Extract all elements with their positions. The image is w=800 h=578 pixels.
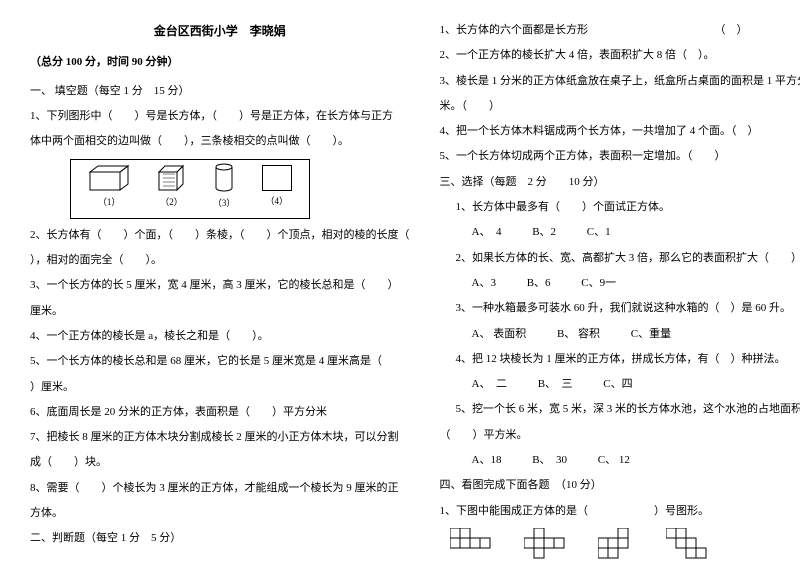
choice-1: 1、长方体中最多有（ ）个面试正方体。 [440, 195, 800, 220]
c3-c: C、重量 [631, 322, 671, 347]
choice-1-options: A、 4 B、2 C、1 [440, 220, 800, 245]
doc-subtitle: （总分 100 分，时间 90 分钟） [30, 50, 410, 75]
c2-c: C、9一 [581, 271, 616, 296]
c4-c: C、四 [603, 372, 632, 397]
q6-line: 6、底面周长是 20 分米的正方体，表面积是（ ）平方分米 [30, 400, 410, 425]
judge-1: 1、长方体的六个面都是长方形 （ ） [440, 18, 800, 43]
right-column: 1、长方体的六个面都是长方形 （ ） 2、一个正方体的棱长扩大 4 倍，表面积扩… [440, 18, 800, 560]
q3-line-b: 厘米。 [30, 299, 410, 324]
q8-line-b: 方体。 [30, 501, 410, 526]
section-4-heading: 四、看图完成下面各题 （10 分） [440, 473, 800, 498]
c4-b: B、 三 [538, 372, 573, 397]
q5-line-b: ）厘米。 [30, 375, 410, 400]
q3-line-a: 3、一个长方体的长 5 厘米，宽 4 厘米，高 3 厘米，它的棱长总和是（ ） [30, 273, 410, 298]
rect-icon [262, 165, 292, 191]
fig-label-4: （4） [266, 191, 289, 212]
q1-line-a: 1、下列图形中（ ）号是长方体，（ ）号是正方体，在长方体与正方 [30, 104, 410, 129]
judge-5: 5、一个长方体切成两个正方体，表面积一定增加。（ ） [440, 144, 800, 169]
shape-cuboid: （1） [88, 164, 130, 213]
choice-5b: （ ）平方米。 [440, 423, 800, 448]
fig-label-2: （2） [160, 192, 183, 213]
c2-a: A、3 [472, 271, 496, 296]
judge-3a: 3、棱长是 1 分米的正方体纸盒放在桌子上，纸盒所占桌面的面积是 1 平方分 [440, 69, 800, 94]
choice-2-options: A、3 B、6 C、9一 [440, 271, 800, 296]
q2-line-a: 2、长方体有（ ）个面，（ ）条棱，（ ）个顶点，相对的棱的长度（ [30, 223, 410, 248]
q4-line: 4、一个正方体的棱长是 a，棱长之和是（ ）。 [30, 324, 410, 349]
section-3-heading: 三、选择（每题 2 分 10 分） [440, 170, 800, 195]
doc-title: 金台区西街小学 李晓娟 [30, 18, 410, 46]
choice-5-options: A、18 B、 30 C、 12 [440, 448, 800, 473]
judge-3b: 米。（ ） [440, 94, 800, 119]
shape-cube: （2） [157, 164, 187, 213]
q1-line-b: 体中两个面相交的边叫做（ ），三条棱相交的点叫做（ ）。 [30, 129, 410, 154]
choice-3-options: A、 表面积 B、 容积 C、重量 [440, 322, 800, 347]
c1-a: A、 4 [472, 220, 502, 245]
net-1 [450, 528, 500, 560]
fig-label-3: （3） [213, 193, 236, 214]
q7-line-a: 7、把棱长 8 厘米的正方体木块分割成棱长 2 厘米的小正方体木块，可以分割 [30, 425, 410, 450]
cube-icon [157, 164, 187, 192]
shape-cylinder: （3） [213, 163, 236, 214]
c4-a: A、 二 [472, 372, 507, 397]
cylinder-icon [214, 163, 234, 193]
net-3 [598, 528, 642, 560]
q5-line-a: 5、一个长方体的棱长总和是 68 厘米，它的长是 5 厘米宽是 4 厘米高是（ [30, 349, 410, 374]
q2-line-b: ），相对的面完全（ ）。 [30, 248, 410, 273]
net-4 [666, 528, 710, 560]
choice-4-options: A、 二 B、 三 C、四 [440, 372, 800, 397]
c1-c: C、1 [587, 220, 611, 245]
shapes-figure: （1） （2） [70, 159, 310, 219]
c3-b: B、 容积 [557, 322, 600, 347]
section-1-heading: 一、 填空题（每空 1 分 15 分） [30, 79, 410, 104]
q8-line-a: 8、需要（ ）个棱长为 3 厘米的正方体，才能组成一个棱长为 9 厘米的正 [30, 476, 410, 501]
fig-label-1: （1） [98, 192, 121, 213]
choice-2: 2、如果长方体的长、宽、高都扩大 3 倍，那么它的表面积扩大（ ）倍。 [440, 246, 800, 271]
judge-2: 2、一个正方体的棱长扩大 4 倍，表面积扩大 8 倍（ ）。 [440, 43, 800, 68]
left-column: 金台区西街小学 李晓娟 （总分 100 分，时间 90 分钟） 一、 填空题（每… [30, 18, 410, 560]
c5-c: C、 12 [598, 448, 630, 473]
shape-rect: （4） [262, 165, 292, 212]
choice-4: 4、把 12 块棱长为 1 厘米的正方体，拼成长方体，有（ ）种拼法。 [440, 347, 800, 372]
c5-b: B、 30 [532, 448, 567, 473]
c3-a: A、 表面积 [472, 322, 527, 347]
choice-5a: 5、挖一个长 6 米，宽 5 米，深 3 米的长方体水池，这个水池的占地面积是 [440, 397, 800, 422]
cuboid-icon [88, 164, 130, 192]
c5-a: A、18 [472, 448, 502, 473]
section-2-heading: 二、判断题（每空 1 分 5 分） [30, 526, 410, 551]
q7-line-b: 成（ ）块。 [30, 450, 410, 475]
c1-b: B、2 [532, 220, 556, 245]
c2-b: B、6 [527, 271, 551, 296]
nets-row [450, 528, 800, 560]
net-question: 1、下图中能围成正方体的是（ ）号图形。 [440, 499, 800, 524]
choice-3: 3、一种水箱最多可装水 60 升，我们就说这种水箱的（ ）是 60 升。 [440, 296, 800, 321]
judge-4: 4、把一个长方体木料锯成两个长方体，一共增加了 4 个面。（ ） [440, 119, 800, 144]
net-2 [524, 528, 574, 560]
